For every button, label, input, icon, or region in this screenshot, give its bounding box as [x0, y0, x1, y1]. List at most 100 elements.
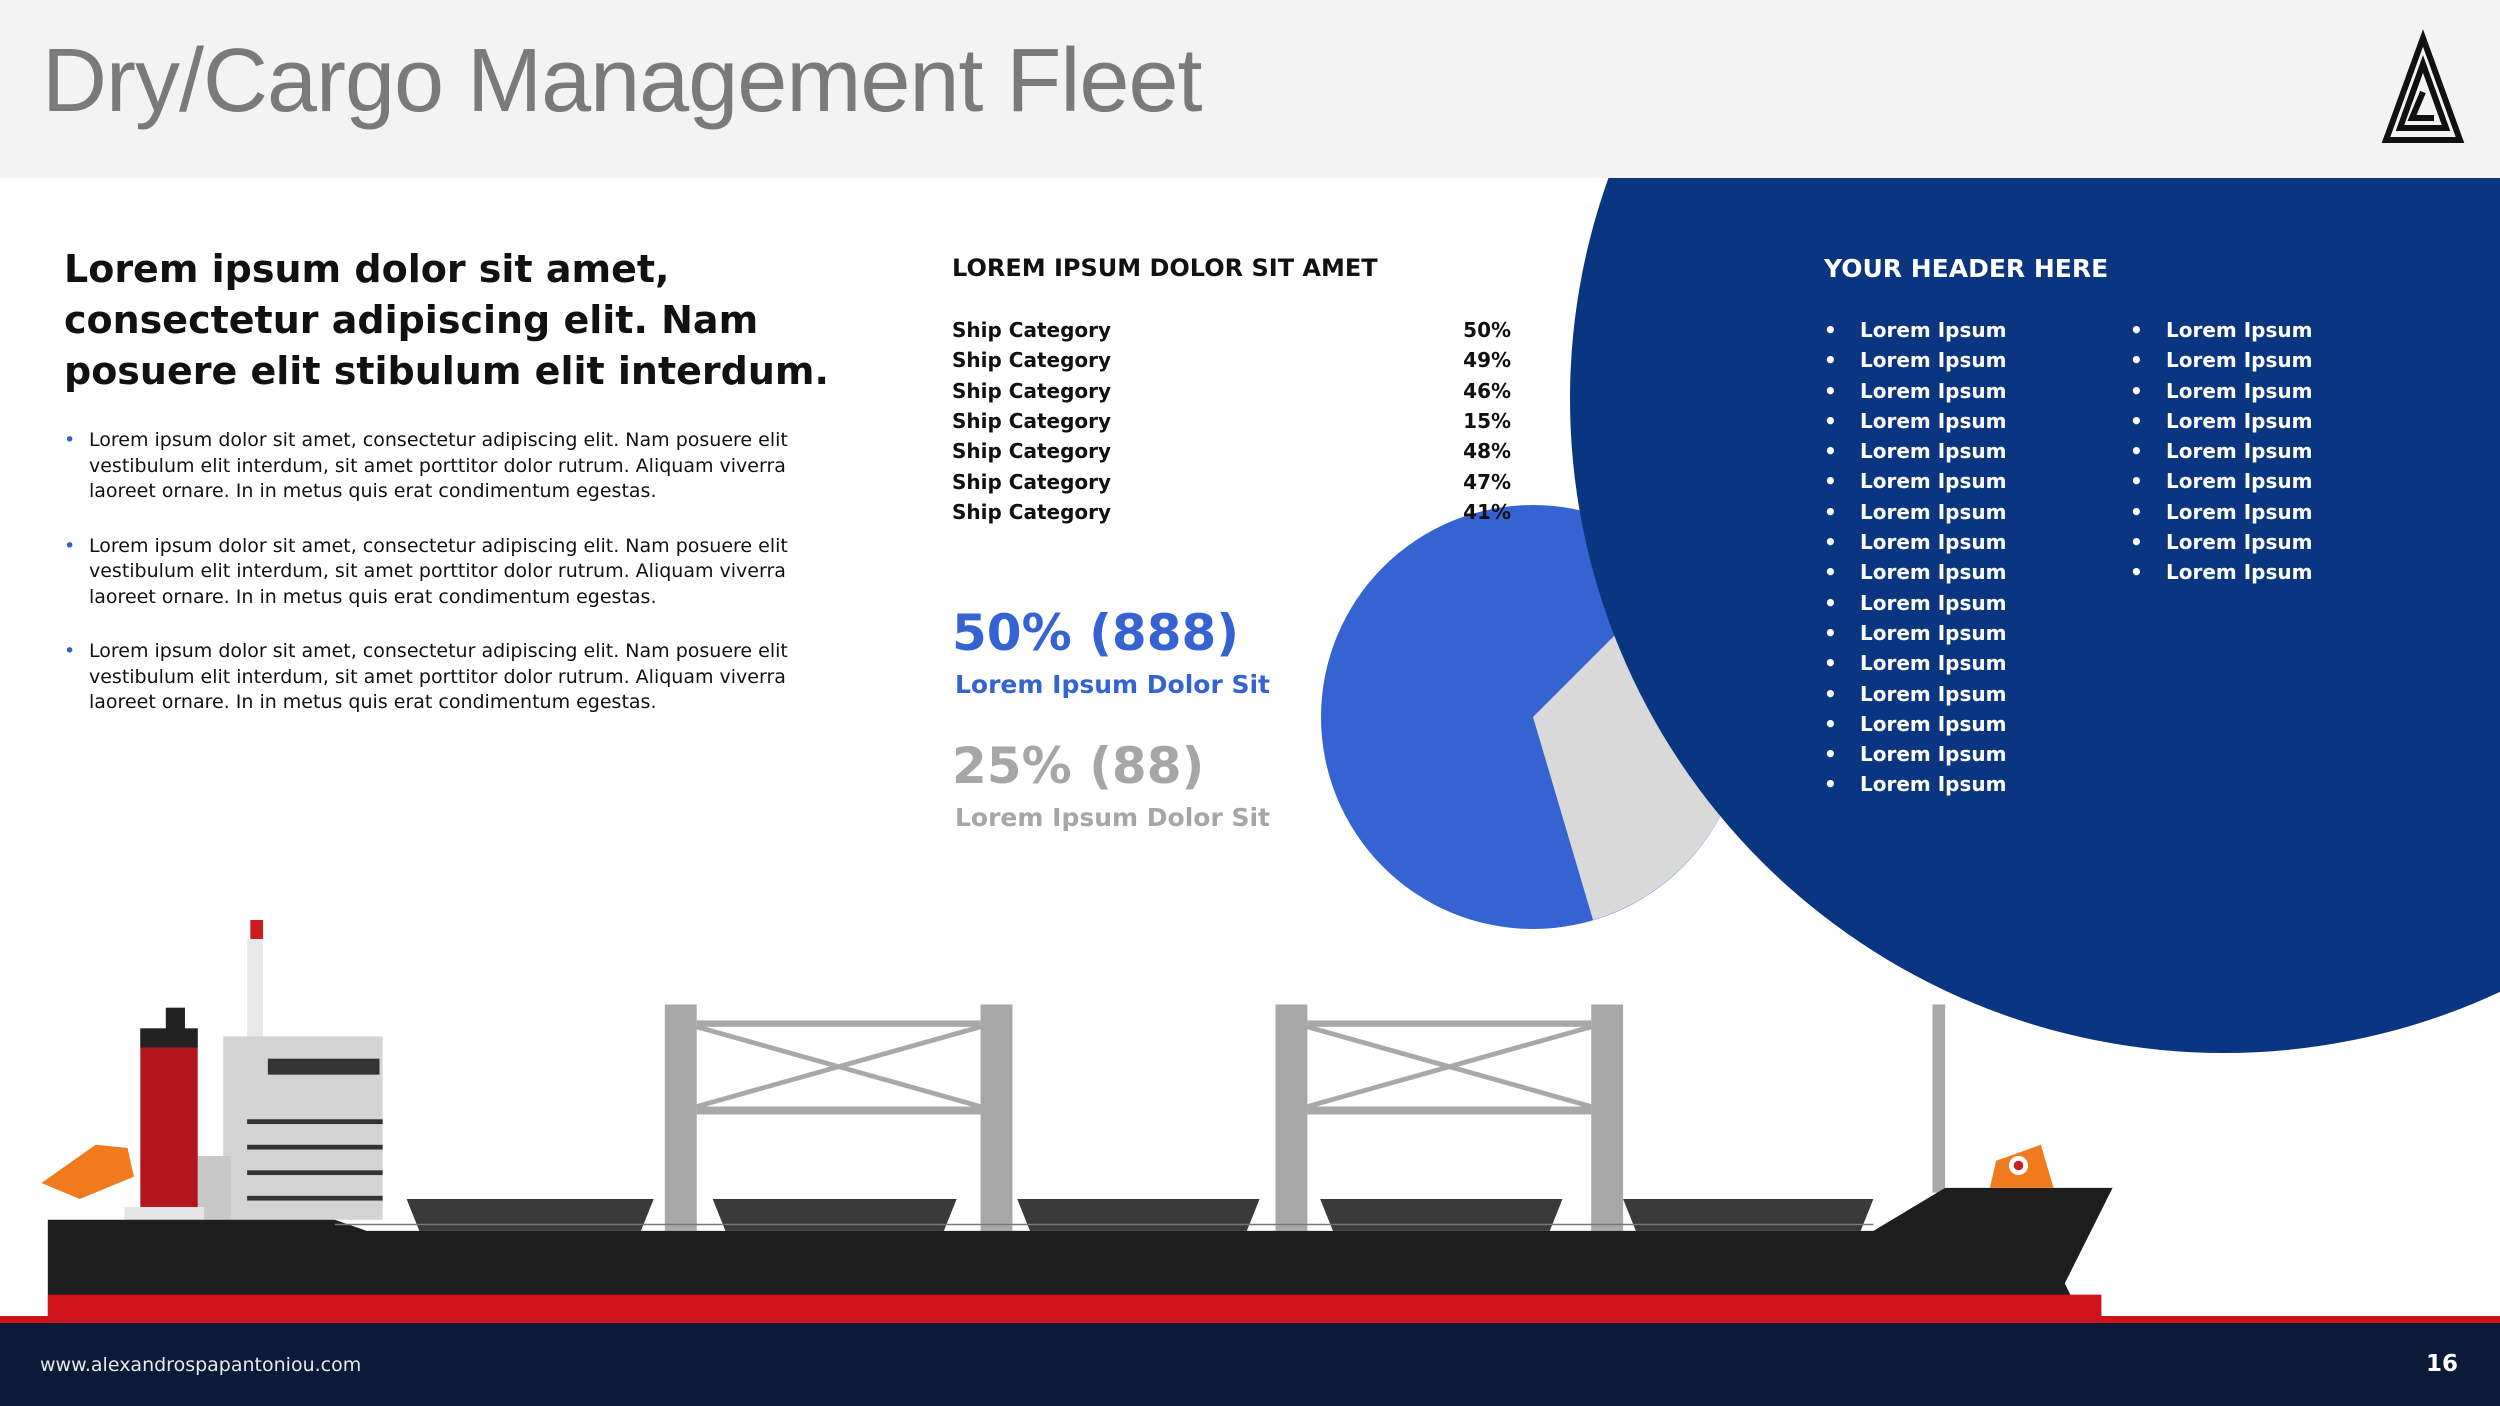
ship-part [1623, 1198, 1874, 1231]
table-row: Ship Category 15% [952, 406, 1511, 436]
stat-caption: Lorem Ipsum Dolor Sit [955, 670, 1271, 699]
row-value: 48% [1463, 439, 1512, 464]
row-value: 46% [1463, 378, 1512, 403]
ship-part [664, 1004, 697, 1231]
table-row: Ship Category 50% [952, 315, 1511, 345]
ship-part [247, 1119, 383, 1125]
row-label: Ship Category [952, 469, 1112, 494]
panel-item: Lorem Ipsum [2130, 406, 2312, 437]
bullet: Lorem ipsum dolor sit amet, consectetur … [64, 428, 804, 505]
header-band [0, 0, 2500, 178]
category-table: Ship Category 50% Ship Category 49% Ship Cat… [952, 315, 1511, 527]
bullet: Lorem ipsum dolor sit amet, consectetur … [64, 639, 804, 716]
panel-item: Lorem Ipsum [2130, 315, 2312, 346]
ship-part [165, 1007, 185, 1030]
panel-item: Lorem Ipsum [1824, 497, 2006, 528]
ship-part [1307, 1106, 1592, 1115]
ship-part [1932, 1004, 1946, 1193]
panel-item: Lorem Ipsum [1824, 315, 2006, 346]
panel-item: Lorem Ipsum [2130, 557, 2312, 588]
panel-item: Lorem Ipsum [1824, 466, 2006, 497]
row-label: Ship Category [952, 499, 1112, 524]
ship-part [696, 1024, 982, 1109]
ship-part [247, 1144, 383, 1150]
intro-heading: Lorem ipsum dolor sit amet, consectetur … [64, 247, 829, 393]
ship-part [664, 1004, 1946, 1231]
panel-item: Lorem Ipsum [1824, 739, 2006, 770]
ship-part [712, 1198, 957, 1231]
ship-part [406, 1198, 1874, 1231]
panel-item: Lorem Ipsum [1824, 406, 2006, 437]
table-row: Ship Category 47% [952, 466, 1511, 496]
panel-item: Lorem Ipsum [2130, 376, 2312, 407]
panel-item: Lorem Ipsum [1824, 679, 2006, 710]
table-row: Ship Category 41% [952, 497, 1511, 527]
ship-part [406, 1198, 654, 1231]
row-label: Ship Category [952, 348, 1112, 373]
ship-part [1320, 1198, 1563, 1231]
panel-item: Lorem Ipsum [1824, 436, 2006, 467]
panel-item: Lorem Ipsum [1824, 588, 2006, 619]
ship-part [1306, 1024, 1592, 1109]
panel-item: Lorem Ipsum [1824, 769, 2006, 800]
panel-list: Lorem IpsumLorem IpsumLorem IpsumLorem I… [1824, 315, 2006, 800]
table-row: Ship Category 48% [952, 436, 1511, 466]
ship-part [247, 1170, 383, 1176]
ship-part [1591, 1004, 1624, 1231]
table-title: LOREM IPSUM DOLOR SIT AMET [952, 254, 1378, 282]
panel-title: YOUR HEADER HERE [1824, 254, 2109, 283]
ship-part [124, 1206, 205, 1223]
ship-part [1017, 1198, 1260, 1231]
bullet: Lorem ipsum dolor sit amet, consectetur … [64, 534, 804, 611]
row-value: 49% [1463, 348, 1512, 373]
ship-part [247, 1119, 383, 1201]
ship-part [140, 1028, 198, 1048]
panel-item: Lorem Ipsum [1824, 557, 2006, 588]
ship-part [696, 1106, 981, 1115]
panel-item: Lorem Ipsum [2130, 466, 2312, 497]
ship-part [140, 1028, 198, 1220]
row-label: Ship Category [952, 409, 1112, 434]
row-label: Ship Category [952, 318, 1112, 343]
stat-caption: Lorem Ipsum Dolor Sit [955, 803, 1271, 832]
ship-part [47, 1187, 2113, 1317]
ship-part [267, 1058, 380, 1075]
slide-title: Dry/Cargo Management Fleet [42, 31, 1203, 131]
logo [2381, 29, 2465, 143]
panel-item: Lorem Ipsum [2130, 527, 2312, 558]
ship-illustration [41, 919, 2113, 1321]
ship-part [247, 1195, 383, 1201]
footer-band [0, 1323, 2500, 1406]
footer-accent [0, 1316, 2500, 1323]
panel-item: Lorem Ipsum [1824, 709, 2006, 740]
panel-list: Lorem IpsumLorem IpsumLorem IpsumLorem I… [2130, 315, 2312, 588]
ship-part [41, 1144, 134, 1199]
row-value: 47% [1463, 469, 1512, 494]
ship-part [2013, 1160, 2024, 1171]
footer-url: www.alexandrospapantoniou.com [40, 1354, 362, 1376]
row-label: Ship Category [952, 378, 1112, 403]
intro-bullets: Lorem ipsum dolor sit amet, consectetur … [64, 428, 804, 745]
panel-item: Lorem Ipsum [1824, 618, 2006, 649]
row-label: Ship Category [952, 439, 1112, 464]
panel-item: Lorem Ipsum [1824, 648, 2006, 679]
page-number: 16 [2425, 1351, 2458, 1377]
panel-item: Lorem Ipsum [1824, 345, 2006, 376]
panel-item: Lorem Ipsum [1824, 376, 2006, 407]
ship-part [1307, 1020, 1592, 1027]
ship-part [1275, 1004, 1308, 1231]
ship-part [980, 1004, 1013, 1231]
table-row: Ship Category 46% [952, 376, 1511, 406]
stat-value: 25% (88) [952, 737, 1205, 795]
panel-item: Lorem Ipsum [2130, 436, 2312, 467]
panel-item: Lorem Ipsum [1824, 527, 2006, 558]
stat-value: 50% (888) [952, 604, 1240, 662]
row-value: 50% [1463, 318, 1512, 343]
ship-part [47, 1294, 2102, 1321]
ship-part [696, 1024, 1592, 1109]
ship-part [250, 919, 264, 940]
panel-item: Lorem Ipsum [2130, 497, 2312, 528]
row-value: 41% [1463, 499, 1512, 524]
table-row: Ship Category 49% [952, 345, 1511, 375]
